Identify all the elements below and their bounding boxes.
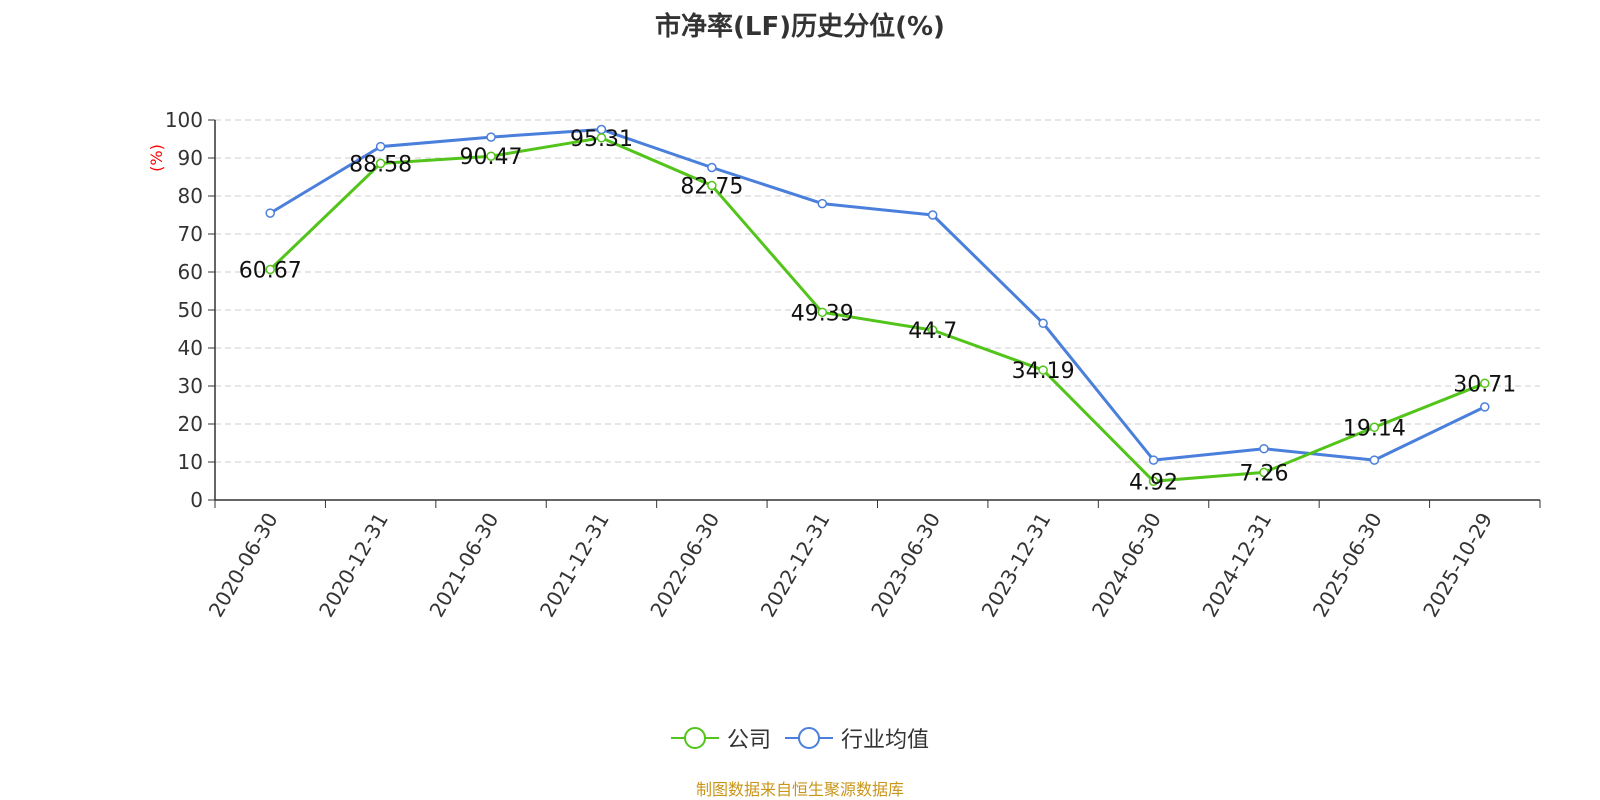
y-tick-label: 60 bbox=[178, 260, 203, 284]
data-point bbox=[486, 151, 496, 161]
data-point bbox=[927, 325, 938, 335]
grid-lines bbox=[215, 119, 1540, 463]
x-tick-label: 2021-06-30 bbox=[424, 509, 503, 622]
chart-title: 市净率(LF)历史分位(%) bbox=[655, 12, 945, 42]
data-point bbox=[596, 133, 607, 143]
data-label: 4.92 bbox=[1129, 470, 1178, 495]
y-tick-label: 70 bbox=[178, 222, 203, 246]
data-point bbox=[1148, 476, 1159, 487]
data-point bbox=[1480, 378, 1490, 389]
data-label: 34.19 bbox=[1012, 359, 1075, 384]
x-tick-label: 2025-06-30 bbox=[1308, 509, 1387, 622]
data-label: 44.7 bbox=[908, 319, 957, 344]
legend-label: 行业均值 bbox=[841, 728, 930, 753]
series-line bbox=[269, 136, 1486, 483]
y-tick-label: 20 bbox=[178, 412, 203, 436]
data-label: 30.71 bbox=[1453, 372, 1516, 397]
x-tick-label: 2025-10-29 bbox=[1418, 509, 1497, 622]
data-label: 88.58 bbox=[349, 152, 412, 177]
legend-item[interactable]: 公司 bbox=[670, 722, 771, 754]
data-point bbox=[707, 180, 717, 191]
data-label: 82.75 bbox=[680, 175, 743, 200]
data-label: 95.31 bbox=[570, 127, 633, 152]
y-tick-label: 80 bbox=[178, 184, 203, 208]
legend-item[interactable]: 行业均值 bbox=[785, 722, 929, 754]
x-tick-label: 2023-06-30 bbox=[866, 509, 945, 622]
data-point bbox=[265, 208, 275, 218]
data-labels: 60.67 88.58 90.47 95.31 82.75 49.39 44.7 34.19 4… bbox=[239, 127, 1517, 495]
data-point bbox=[927, 210, 938, 220]
x-tick-label: 2024-06-30 bbox=[1087, 509, 1166, 622]
data-label: 19.14 bbox=[1343, 416, 1406, 441]
series-lines bbox=[265, 124, 1490, 487]
x-tick-label: 2023-12-31 bbox=[977, 509, 1056, 622]
data-point bbox=[1259, 443, 1269, 454]
x-tick-label: 2020-06-30 bbox=[204, 509, 283, 622]
legend-marker-icon bbox=[670, 727, 719, 749]
y-tick-label: 40 bbox=[178, 336, 203, 360]
data-label: 49.39 bbox=[791, 301, 854, 326]
legend-marker-icon bbox=[785, 727, 833, 749]
data-point bbox=[1369, 422, 1380, 433]
data-point bbox=[817, 198, 828, 209]
data-point bbox=[265, 264, 275, 275]
data-point bbox=[1038, 365, 1048, 375]
data-label: 60.67 bbox=[239, 258, 302, 283]
data-point bbox=[1480, 402, 1490, 412]
legend-label: 公司 bbox=[726, 728, 771, 753]
data-point bbox=[707, 162, 717, 173]
y-tick-label: 90 bbox=[178, 146, 203, 170]
data-point bbox=[1259, 467, 1269, 478]
data-label: 90.47 bbox=[460, 145, 523, 170]
data-point bbox=[1148, 455, 1159, 465]
source-note: 制图数据来自恒生聚源数据库 bbox=[695, 780, 904, 799]
y-tick-label: 50 bbox=[178, 298, 203, 322]
data-label: 7.26 bbox=[1239, 461, 1288, 486]
x-tick-label: 2020-12-31 bbox=[314, 509, 393, 622]
y-tick-label: 30 bbox=[178, 374, 203, 398]
x-tick-label: 2022-12-31 bbox=[756, 509, 835, 622]
x-tick-label: 2022-06-30 bbox=[645, 509, 724, 622]
data-point bbox=[817, 307, 828, 318]
axes: 0 10 20 30 40 50 60 70 80 90 100 (%) 2020-06-30 2020-… bbox=[147, 108, 1541, 622]
legend: 公司 行业均值 bbox=[0, 722, 1600, 754]
data-point bbox=[375, 141, 386, 152]
y-tick-label: 10 bbox=[178, 450, 203, 474]
x-tick-label: 2024-12-31 bbox=[1197, 509, 1276, 622]
y-tick-label: 0 bbox=[190, 488, 203, 512]
data-point bbox=[375, 158, 386, 169]
y-axis-label: (%) bbox=[147, 144, 166, 172]
x-tick-label: 2021-12-31 bbox=[535, 509, 614, 622]
data-point bbox=[1038, 318, 1048, 329]
series-line bbox=[269, 128, 1486, 462]
y-tick-label: 100 bbox=[165, 108, 203, 132]
data-point bbox=[486, 132, 496, 142]
data-point bbox=[1369, 455, 1380, 465]
